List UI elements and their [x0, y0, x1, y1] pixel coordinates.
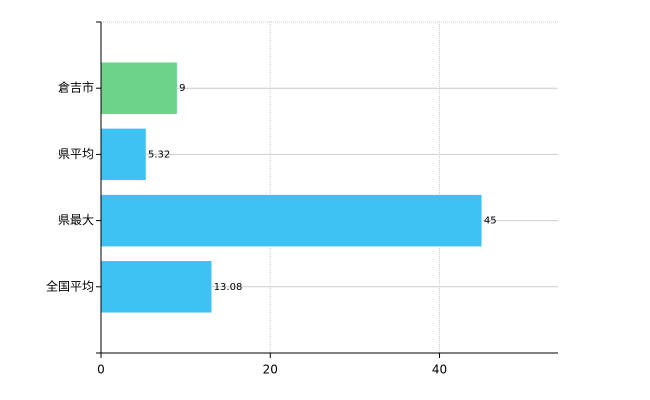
bar	[100, 260, 212, 314]
bar	[100, 194, 483, 247]
y-tick-label: 県最大	[58, 213, 94, 227]
y-tick-label: 県平均	[58, 147, 94, 161]
bar	[100, 128, 147, 181]
x-tick-label: 20	[263, 363, 278, 377]
value-label: 45	[484, 216, 497, 227]
y-tick-label: 全国平均	[46, 278, 94, 293]
x-tick-label: 40	[432, 363, 447, 377]
value-label: 5.32	[148, 149, 170, 160]
x-tick-label: 0	[97, 363, 105, 377]
bar	[100, 61, 178, 115]
y-tick-label: 倉吉市	[58, 80, 94, 95]
value-label: 9	[179, 83, 185, 94]
value-label: 13.08	[214, 282, 243, 293]
